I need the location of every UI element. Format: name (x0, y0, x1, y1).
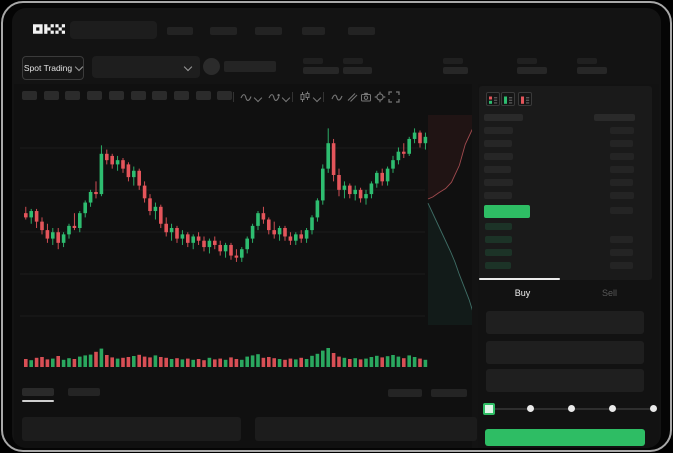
bid-amount-placeholder (610, 249, 633, 256)
timeframe-button-placeholder[interactable] (65, 91, 81, 100)
bid-price-placeholder[interactable] (485, 262, 511, 269)
orderbook-col-header-placeholder (484, 114, 523, 121)
ask-amount-placeholder (610, 140, 633, 147)
buy-submit-button[interactable] (485, 429, 645, 446)
ask-price-placeholder[interactable] (484, 153, 513, 160)
candlestick-chart-canvas[interactable] (20, 110, 472, 340)
stat-label-placeholder (303, 58, 323, 64)
nav-item-placeholder[interactable] (167, 27, 193, 35)
search-input[interactable] (70, 21, 157, 39)
timeframe-button-placeholder[interactable] (152, 91, 168, 100)
stat-label-placeholder (517, 58, 537, 64)
toolbar-divider (323, 92, 324, 102)
fullscreen-icon[interactable] (388, 91, 400, 103)
volume-chart-canvas[interactable] (20, 338, 430, 368)
nav-item-placeholder[interactable] (210, 27, 237, 35)
timeframe-button-placeholder[interactable] (22, 91, 37, 100)
eraser-icon[interactable] (346, 91, 358, 103)
trade-input-placeholder[interactable] (486, 311, 644, 334)
bid-amount-placeholder (610, 236, 633, 243)
camera-icon[interactable] (360, 91, 372, 103)
candle-style-icon[interactable] (299, 91, 311, 103)
bottom-tab-orders[interactable] (22, 388, 54, 396)
chevron-down-icon (74, 62, 84, 71)
last-price-amount-placeholder (610, 207, 633, 214)
timeframe-button-placeholder[interactable] (108, 91, 124, 100)
stat-label-placeholder (443, 58, 463, 64)
buy-tab-indicator (479, 278, 560, 280)
slider-stop-dot[interactable] (608, 405, 616, 412)
stat-label-placeholder (343, 58, 363, 64)
timeframe-button-placeholder[interactable] (173, 91, 189, 100)
bottom-action-placeholder[interactable] (388, 389, 422, 397)
slider-stop-dot[interactable] (526, 405, 534, 412)
ask-amount-placeholder (610, 166, 634, 173)
ask-price-placeholder[interactable] (484, 127, 513, 134)
stat-label-placeholder (577, 58, 597, 64)
ask-amount-placeholder (610, 192, 634, 199)
indicator-wave-icon[interactable] (331, 91, 343, 103)
market-type-label: Spot Trading (23, 63, 73, 73)
tab-buy[interactable]: Buy (514, 288, 531, 298)
pair-search-dropdown[interactable] (92, 56, 200, 78)
okx-logo[interactable] (33, 24, 65, 34)
stat-value-placeholder (577, 67, 607, 74)
ask-amount-placeholder (610, 127, 634, 134)
pair-name-placeholder[interactable] (224, 61, 276, 72)
order-history-table-placeholder (255, 417, 477, 441)
trade-input-placeholder[interactable] (486, 369, 644, 392)
book-bids-icon[interactable] (501, 92, 515, 106)
slider-stop-dot[interactable] (649, 405, 657, 412)
timeframe-button-placeholder[interactable] (130, 91, 146, 100)
ask-amount-placeholder (610, 153, 634, 160)
ask-price-placeholder[interactable] (484, 192, 512, 199)
ask-price-placeholder[interactable] (484, 140, 512, 147)
toolbar-divider (233, 92, 234, 102)
stat-value-placeholder (303, 67, 339, 74)
stat-value-placeholder (343, 67, 372, 74)
last-price-block[interactable] (484, 205, 530, 218)
trend-line-icon[interactable] (240, 91, 252, 103)
book-both-icon[interactable] (486, 92, 500, 106)
market-type-dropdown[interactable]: Spot Trading (22, 56, 84, 80)
timeframe-button-placeholder[interactable] (43, 91, 59, 100)
ask-price-placeholder[interactable] (484, 166, 511, 173)
ask-amount-placeholder (610, 179, 633, 186)
bid-amount-placeholder (610, 262, 633, 269)
coin-avatar (203, 58, 220, 75)
bid-price-placeholder[interactable] (485, 223, 512, 230)
stat-value-placeholder (443, 67, 468, 74)
chart-section-background (14, 84, 472, 448)
tab-sell[interactable]: Sell (601, 288, 617, 298)
nav-item-placeholder[interactable] (255, 27, 282, 35)
orderbook-col-header-placeholder (594, 114, 635, 121)
stat-value-placeholder (517, 67, 547, 74)
app-window: Spot Trading (12, 8, 661, 448)
timeframe-button-placeholder[interactable] (217, 91, 233, 100)
open-orders-table-placeholder (22, 417, 241, 441)
bottom-tab-active-underline (22, 400, 54, 402)
bid-price-placeholder[interactable] (485, 236, 512, 243)
bottom-action-placeholder[interactable] (431, 389, 467, 397)
settings-gear-icon[interactable] (374, 91, 386, 103)
timeframe-button-placeholder[interactable] (87, 91, 103, 100)
toolbar-divider (292, 92, 293, 102)
slider-stop-dot[interactable] (567, 405, 575, 412)
trade-input-placeholder[interactable] (486, 341, 644, 364)
trend-line-dot-icon[interactable] (268, 91, 280, 103)
nav-item-placeholder[interactable] (302, 27, 325, 35)
book-asks-icon[interactable] (518, 92, 532, 106)
bottom-tab-history[interactable] (68, 388, 100, 396)
slider-handle[interactable] (483, 403, 495, 415)
timeframe-button-placeholder[interactable] (195, 91, 211, 100)
ask-price-placeholder[interactable] (484, 179, 513, 186)
chevron-down-icon (183, 62, 193, 72)
bid-price-placeholder[interactable] (485, 249, 512, 256)
nav-item-placeholder[interactable] (348, 27, 375, 35)
